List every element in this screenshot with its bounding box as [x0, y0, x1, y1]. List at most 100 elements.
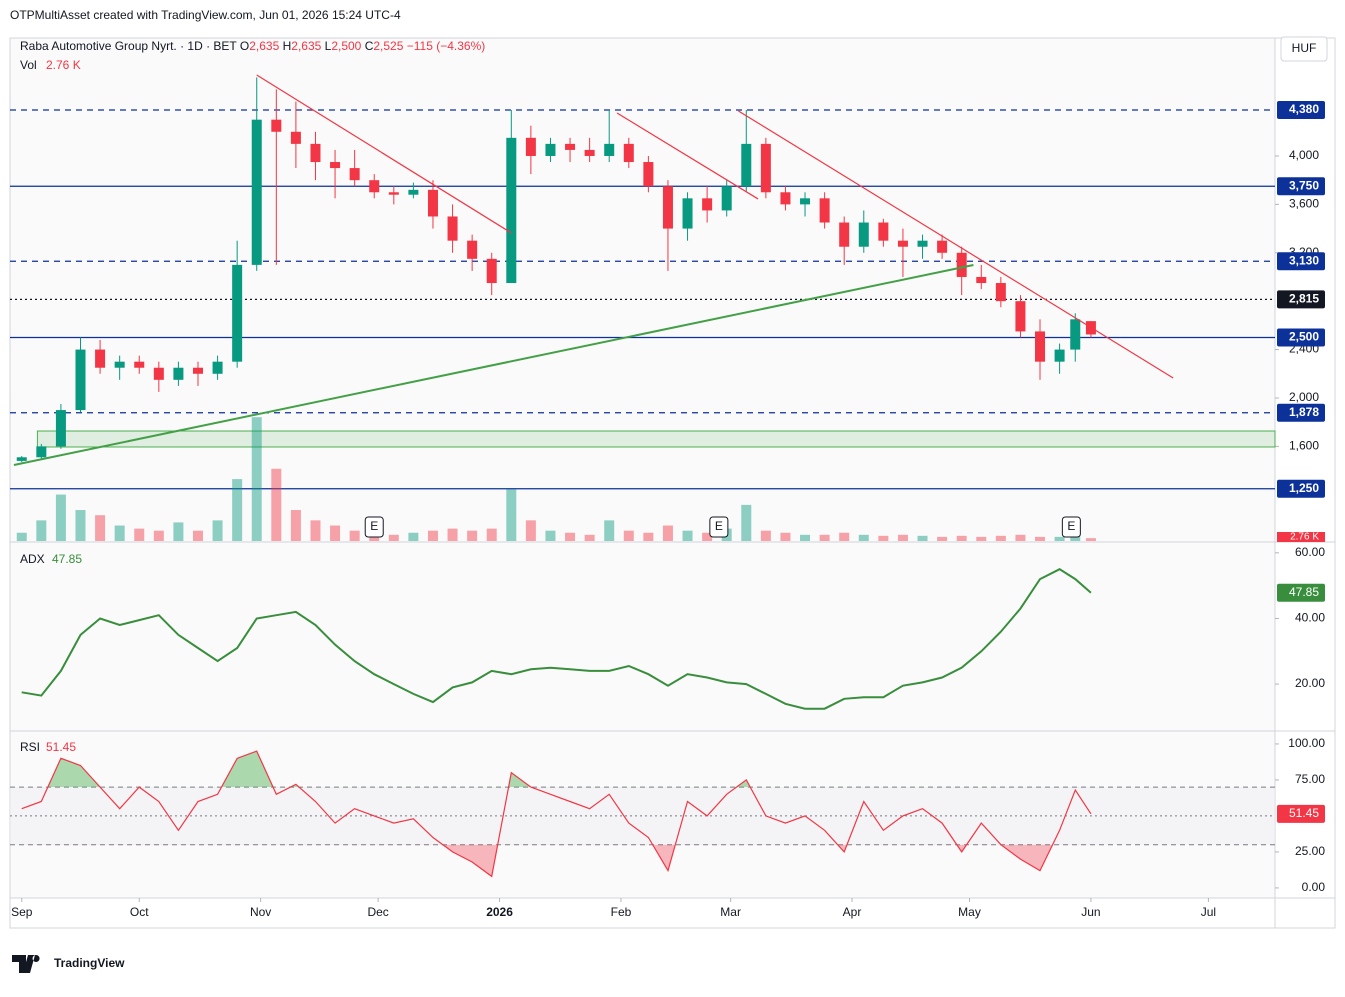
candle-body: [800, 198, 811, 205]
candle-body: [1054, 349, 1065, 362]
event-marker[interactable]: [1061, 516, 1081, 538]
volume-bar: [1070, 535, 1081, 541]
x-tick-label: Apr: [843, 905, 862, 919]
candle-body: [545, 143, 556, 156]
volume-bar: [623, 530, 634, 541]
adx-line: [21, 568, 1092, 710]
support-zone: [36, 430, 1276, 448]
x-tick-label: May: [958, 905, 981, 919]
volume-bar: [643, 532, 654, 541]
level-label: 4,380: [1289, 102, 1319, 116]
currency[interactable]: HUF: [1292, 41, 1317, 55]
volume-bar: [467, 530, 478, 541]
level-label: 1,878: [1289, 405, 1319, 419]
legend-item: O: [240, 39, 249, 53]
x-tick-label: Mar: [720, 905, 741, 919]
candle-body: [565, 143, 576, 150]
volume-bar: [153, 530, 164, 541]
volume-bar: [173, 522, 184, 541]
event-marker[interactable]: [364, 516, 384, 538]
volume-bar: [95, 515, 106, 541]
trendline: [616, 112, 759, 200]
level-label: 2,500: [1289, 330, 1319, 344]
candle-body: [525, 137, 536, 156]
legend-item: Raba Automotive Group Nyrt. · 1D · BET: [20, 39, 237, 53]
volume-bar: [995, 535, 1006, 541]
adx-legend: ADX: [20, 552, 45, 566]
volume-bar: [408, 532, 419, 541]
candle-body: [173, 367, 184, 380]
volume-bar: [878, 535, 889, 541]
volume-bar: [1085, 538, 1096, 541]
candle-body: [995, 283, 1006, 302]
level-label-box: [1277, 328, 1325, 347]
y-tick-label: 3,600: [1289, 197, 1319, 211]
candle-body: [623, 143, 634, 163]
volume-bar: [36, 520, 47, 541]
volume-bar: [447, 528, 458, 541]
candle-body: [878, 222, 889, 241]
level-label-box: [1277, 290, 1325, 309]
last-value-box: [1277, 804, 1325, 823]
candle-body: [643, 162, 654, 187]
volume-bar: [114, 525, 125, 541]
event-label[interactable]: E: [715, 519, 723, 533]
candle-body: [369, 180, 380, 193]
volume-bar: [55, 494, 66, 541]
event-label[interactable]: E: [1067, 519, 1075, 533]
volume-bar: [310, 520, 321, 541]
y-tick-label: 1,600: [1289, 439, 1319, 453]
legend-item: 2,525: [373, 39, 403, 53]
candle-body: [349, 168, 360, 181]
last-value-box: [1277, 583, 1325, 602]
candle-body: [956, 252, 967, 277]
y-tick-label: 20.00: [1295, 676, 1325, 690]
candle-body: [604, 143, 615, 156]
candle-body: [741, 143, 752, 187]
volume-bar: [330, 525, 341, 541]
volume-bar: [741, 504, 752, 541]
volume-bar: [212, 520, 223, 541]
candle-body: [55, 410, 66, 447]
candle-body: [467, 240, 478, 259]
volume-bar: [427, 530, 438, 541]
event-marker[interactable]: [709, 516, 729, 538]
volume-bar: [271, 468, 282, 541]
candle-body: [95, 349, 106, 368]
currency-button[interactable]: [1280, 36, 1328, 62]
rsi-line: [21, 750, 1092, 878]
candle-body: [584, 149, 595, 156]
volume-bar: [1054, 536, 1065, 541]
x-tick-label: Sep: [11, 905, 33, 919]
candle-body: [408, 189, 419, 195]
x-tick-label: 2026: [486, 905, 513, 919]
trendline: [738, 110, 1174, 379]
candle-body: [721, 186, 732, 211]
x-tick-label: Jul: [1201, 905, 1216, 919]
candle-body: [897, 240, 908, 247]
candle-body: [16, 457, 27, 461]
volume-bar: [702, 532, 713, 541]
candle-body: [506, 137, 517, 284]
event-label[interactable]: E: [370, 519, 378, 533]
candle-body: [819, 198, 830, 223]
volume-bar: [839, 532, 850, 541]
volume-bar: [937, 536, 948, 541]
logo: TradingView: [12, 955, 125, 973]
candle-body: [976, 276, 987, 284]
y-tick-label: 0.00: [1302, 880, 1326, 894]
candle-body: [192, 367, 203, 374]
rsi-legend: RSI: [20, 740, 40, 754]
y-tick-label: 25.00: [1295, 844, 1325, 858]
legend: Raba Automotive Group Nyrt. · 1D · BET O…: [20, 39, 485, 53]
volume-bar: [819, 534, 830, 541]
volume-bar: [662, 525, 673, 541]
volume-bar: [16, 532, 27, 541]
level-label-box: [1277, 100, 1325, 119]
level-label-box: [1277, 177, 1325, 196]
volume-bar: [565, 532, 576, 541]
candle-body: [1015, 301, 1026, 332]
level-label: 3,750: [1289, 178, 1319, 192]
volume-legend: Vol: [20, 58, 37, 72]
level-label: 1,250: [1289, 481, 1319, 495]
